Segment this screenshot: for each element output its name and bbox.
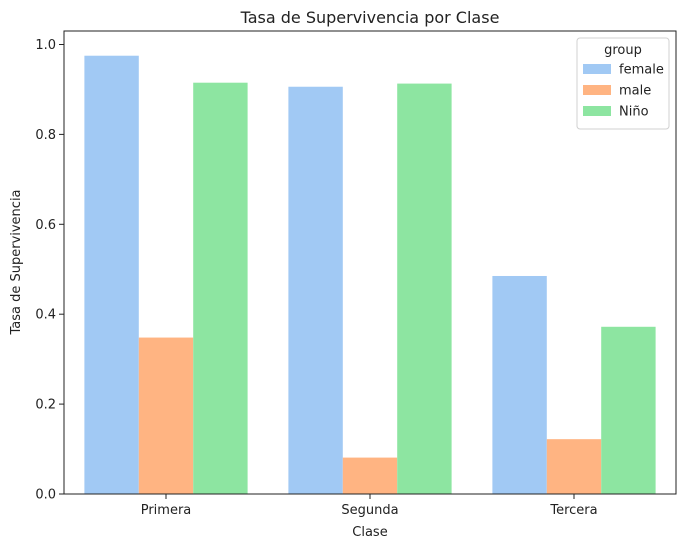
x-axis: Primera Segunda Tercera	[141, 494, 598, 518]
chart-title: Tasa de Supervivencia por Clase	[240, 8, 500, 27]
bar-male-primera	[138, 337, 194, 494]
legend-swatch	[583, 64, 611, 74]
bar-niño-primera	[193, 82, 248, 494]
x-tick-label: Tercera	[549, 503, 597, 518]
bar-male-tercera	[546, 439, 602, 494]
x-axis-label: Clase	[352, 525, 387, 540]
x-tick-label: Segunda	[341, 503, 398, 518]
legend-entry-label: male	[619, 84, 651, 99]
y-tick-label: 0.0	[35, 488, 56, 503]
bar-niño-segunda	[397, 83, 452, 494]
legend-title: group	[604, 43, 642, 58]
legend-entry-label: female	[619, 63, 664, 78]
bar-niño-tercera	[601, 326, 656, 494]
y-tick-label: 1.0	[35, 38, 56, 53]
bar-male-segunda	[342, 457, 398, 494]
y-axis-label: Tasa de Supervivencia	[9, 189, 24, 335]
y-tick-label: 0.6	[35, 218, 56, 233]
bar-female-primera	[84, 55, 139, 495]
legend-entry-label: Niño	[619, 105, 649, 120]
x-tick-label: Primera	[141, 503, 192, 518]
legend-swatch	[583, 106, 611, 116]
bar-female-tercera	[492, 275, 547, 494]
y-tick-label: 0.4	[35, 308, 56, 323]
y-tick-label: 0.2	[35, 398, 56, 413]
bars-group	[84, 55, 656, 495]
bar-female-segunda	[288, 86, 343, 494]
legend: group female male Niño	[576, 37, 670, 130]
y-tick-label: 0.8	[35, 128, 56, 143]
legend-swatch	[583, 85, 611, 95]
y-axis: 0.0 0.2 0.4 0.6 0.8 1.0	[35, 38, 64, 503]
